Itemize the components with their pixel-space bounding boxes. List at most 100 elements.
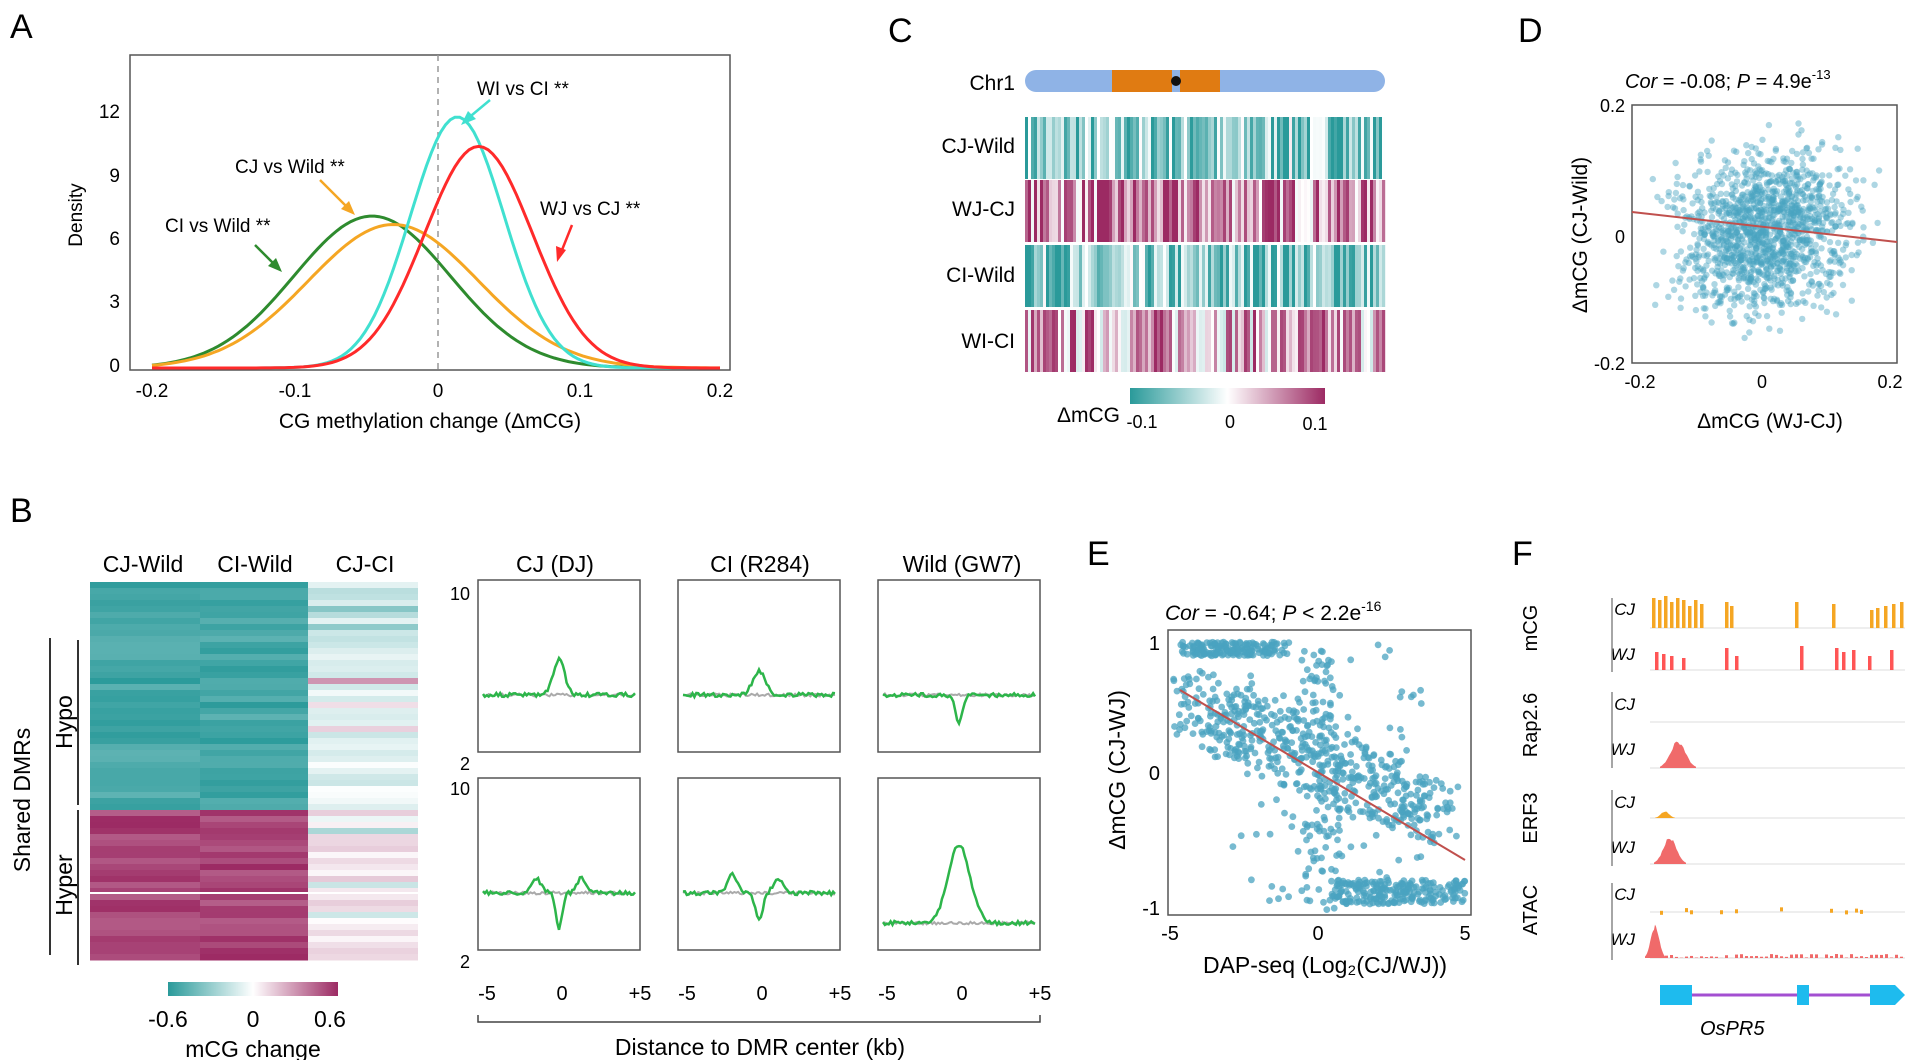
scatter-point — [1682, 283, 1689, 290]
scatter-point — [1778, 233, 1786, 241]
heat-stripe — [1202, 117, 1206, 179]
label-wi-ci: WI vs CI ** — [477, 79, 569, 100]
scatter-point — [1733, 210, 1740, 217]
scatter-point — [1730, 224, 1737, 231]
scatter-point — [1788, 201, 1796, 209]
scatter-point — [1836, 260, 1843, 267]
scatter-point — [1748, 205, 1755, 212]
scatter-point — [1817, 282, 1825, 290]
scatter-point — [1757, 286, 1764, 293]
heat-stripe — [1262, 180, 1266, 242]
curve-cj-wild — [151, 222, 720, 370]
scatter-point — [1833, 198, 1840, 205]
scatter-point — [1761, 206, 1768, 213]
scatter-point — [1759, 239, 1767, 247]
heat-cell — [308, 666, 418, 673]
scatter-point — [1727, 241, 1734, 249]
track-row: CJ — [1614, 695, 1635, 714]
scatter-point — [1708, 242, 1715, 249]
scatter-point — [1806, 215, 1813, 223]
scatter-point — [1759, 271, 1766, 278]
scatter-point — [1784, 283, 1791, 291]
scatter-point — [1812, 248, 1819, 255]
scatter-point — [1793, 234, 1801, 241]
atac-noise — [1805, 957, 1808, 958]
scatter-point — [1744, 204, 1751, 211]
scatter-point — [1816, 280, 1823, 287]
xtick: 0 — [556, 983, 567, 1005]
scatter-point — [1747, 274, 1755, 281]
atac-noise — [1855, 956, 1858, 958]
heat-stripe — [1256, 117, 1260, 179]
heat-stripe — [1361, 180, 1365, 242]
scatter-point — [1838, 201, 1845, 209]
heat-stripe — [1325, 117, 1329, 179]
heat-stripe — [1214, 117, 1218, 179]
signal-peak — [1645, 924, 1665, 958]
scatter-point — [1754, 231, 1761, 239]
scatter-point — [1753, 256, 1760, 263]
scatter-point — [1774, 260, 1781, 267]
scatter-point — [1347, 773, 1355, 781]
heat-stripe — [1088, 310, 1092, 372]
scatter-point — [1754, 258, 1761, 265]
scatter-point — [1724, 175, 1732, 182]
scatter-point — [1189, 730, 1197, 737]
scatter-point — [1703, 252, 1711, 259]
scatter-point — [1750, 278, 1757, 286]
heat-stripe — [1136, 245, 1140, 307]
scatter-point — [1692, 255, 1699, 262]
scatter-point — [1747, 236, 1755, 243]
atac-noise — [1715, 956, 1718, 958]
profile-frame — [477, 579, 641, 753]
scatter-point — [1743, 196, 1751, 203]
heat-stripe — [1355, 310, 1359, 372]
scatter-point — [1765, 259, 1772, 266]
scatter-point — [1417, 700, 1425, 707]
scatter-point — [1298, 656, 1306, 664]
scatter-point — [1211, 746, 1219, 754]
heat-stripe — [1181, 310, 1185, 372]
heat-stripe — [1082, 117, 1086, 179]
scatter-point — [1815, 193, 1823, 200]
scatter-point — [1823, 209, 1830, 217]
scatter-point — [1794, 211, 1801, 219]
scatter-point — [1261, 714, 1268, 722]
atac-noise — [1755, 955, 1758, 958]
scatter-point — [1694, 196, 1701, 204]
scatter-point — [1875, 167, 1883, 174]
scatter-point — [1289, 813, 1297, 821]
scatter-point — [1788, 193, 1795, 200]
scatter-point — [1747, 268, 1755, 276]
heat-cell — [90, 600, 200, 607]
scatter-point — [1227, 729, 1235, 737]
heat-cell — [200, 714, 310, 721]
panel-c-letter: C — [888, 12, 913, 50]
scatter-point — [1743, 294, 1751, 301]
scatter-point — [1806, 240, 1814, 247]
scatter-point — [1700, 267, 1707, 275]
scatter-point — [1729, 270, 1736, 277]
heat-stripe — [1049, 245, 1053, 307]
heat-stripe — [1175, 245, 1179, 307]
heat-stripe — [1337, 117, 1341, 179]
scatter-point — [1228, 693, 1236, 701]
scatter-point — [1365, 761, 1373, 769]
scatter-point — [1791, 231, 1798, 238]
scatter-point — [1747, 250, 1755, 257]
scatter-point — [1312, 739, 1319, 746]
scatter-point — [1378, 893, 1386, 901]
heat-cell — [308, 774, 418, 781]
scatter-point — [1783, 186, 1790, 193]
heat-stripe — [1187, 245, 1191, 307]
scatter-point — [1697, 229, 1704, 236]
scatter-point — [1730, 320, 1737, 327]
scatter-point — [1779, 199, 1786, 206]
scatter-point — [1795, 299, 1802, 306]
scatter-point — [1689, 253, 1696, 260]
scatter-point — [1757, 206, 1764, 213]
scatter-point — [1252, 703, 1260, 711]
scatter-point — [1789, 234, 1796, 241]
heat-stripe — [1349, 180, 1353, 242]
scatter-point — [1871, 181, 1878, 188]
